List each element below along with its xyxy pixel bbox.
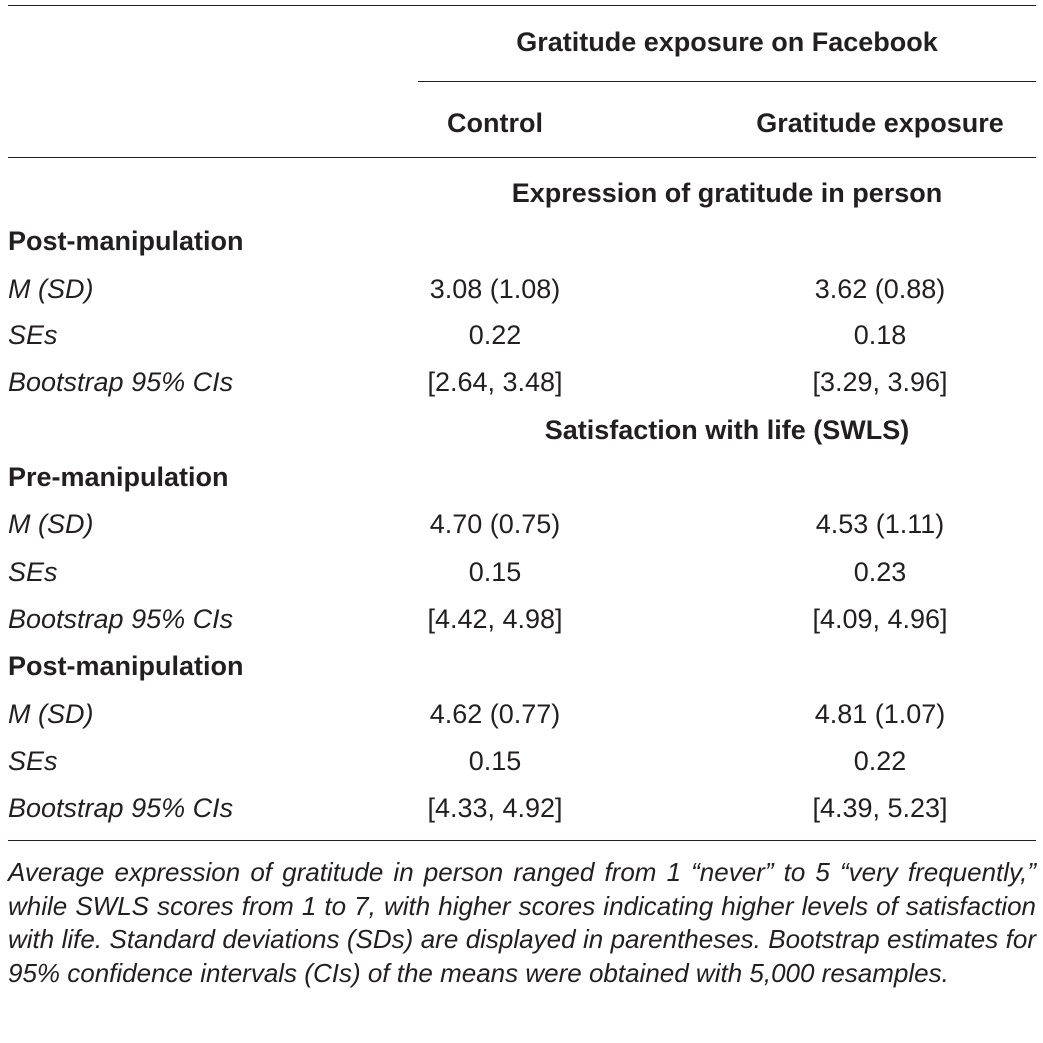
- cell-exposure: 3.62 (0.88): [814, 274, 946, 304]
- cell-control: [4.33, 4.92]: [427, 793, 563, 823]
- cell-control: 4.70 (0.75): [429, 509, 561, 539]
- cell-control: 0.15: [468, 557, 522, 587]
- table-footnote: Average expression of gratitude in perso…: [8, 857, 1036, 988]
- phase-heading: Post-manipulation: [8, 651, 244, 681]
- row-label: M (SD): [8, 699, 94, 729]
- row-label: M (SD): [8, 274, 94, 304]
- row-label: M (SD): [8, 509, 94, 539]
- cell-control: 0.22: [468, 320, 522, 350]
- row-label: Bootstrap 95% CIs: [8, 367, 234, 397]
- row-label: Bootstrap 95% CIs: [8, 793, 234, 823]
- cell-exposure: 0.23: [853, 557, 907, 587]
- cell-control: [2.64, 3.48]: [427, 367, 563, 397]
- cell-control: 0.15: [468, 746, 522, 776]
- cell-exposure: 0.18: [853, 320, 907, 350]
- cell-exposure: [4.39, 5.23]: [812, 793, 948, 823]
- column-header-exposure: Gratitude exposure: [756, 108, 1004, 138]
- phase-heading: Post-manipulation: [8, 226, 244, 256]
- row-label: SEs: [8, 557, 58, 587]
- phase-heading: Pre-manipulation: [8, 462, 229, 492]
- column-header-control: Control: [447, 108, 543, 138]
- column-group-title: Gratitude exposure on Facebook: [516, 27, 938, 57]
- row-label: SEs: [8, 320, 58, 350]
- cell-control: [4.42, 4.98]: [427, 604, 563, 634]
- cell-control: 3.08 (1.08): [429, 274, 561, 304]
- cell-exposure: 4.81 (1.07): [814, 699, 946, 729]
- row-label: Bootstrap 95% CIs: [8, 604, 234, 634]
- cell-exposure: 4.53 (1.11): [815, 509, 945, 539]
- table-bottom-rule: [8, 840, 1036, 841]
- header-bottom-rule: [8, 157, 1036, 158]
- column-group-rule: [418, 81, 1036, 82]
- table-top-rule: [8, 5, 1036, 6]
- cell-exposure: [4.09, 4.96]: [812, 604, 948, 634]
- section-measure-heading: Expression of gratitude in person: [511, 178, 943, 208]
- cell-exposure: [3.29, 3.96]: [812, 367, 948, 397]
- section-measure-heading: Satisfaction with life (SWLS): [544, 415, 910, 445]
- row-label: SEs: [8, 746, 58, 776]
- cell-exposure: 0.22: [853, 746, 907, 776]
- cell-control: 4.62 (0.77): [429, 699, 561, 729]
